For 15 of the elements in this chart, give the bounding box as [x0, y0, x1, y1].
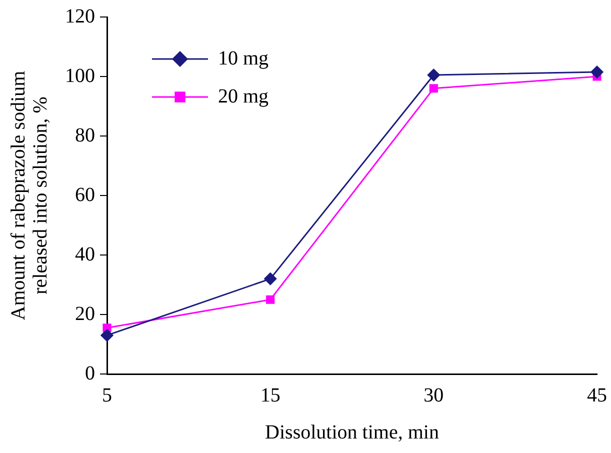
x-axis-title: Dissolution time, min — [265, 421, 439, 444]
x-tick-label: 5 — [102, 384, 112, 406]
y-axis-title: Amount of rabeprazole sodium released into solution, % — [7, 70, 52, 320]
x-tick-label: 30 — [424, 384, 444, 406]
y-tick-label: 20 — [75, 302, 95, 325]
y-tick-label: 60 — [75, 184, 95, 206]
y-tick-label: 0 — [85, 362, 95, 384]
x-tick-label: 45 — [587, 384, 607, 406]
y-tick-label: 40 — [75, 243, 95, 266]
y-tick-label: 120 — [65, 5, 95, 28]
x-tick-label: 15 — [260, 384, 280, 406]
legend-label: 20 mg — [218, 85, 269, 108]
y-tick-label: 80 — [75, 124, 95, 146]
y-tick-label: 100 — [65, 64, 95, 87]
legend-label: 10 mg — [218, 47, 269, 70]
